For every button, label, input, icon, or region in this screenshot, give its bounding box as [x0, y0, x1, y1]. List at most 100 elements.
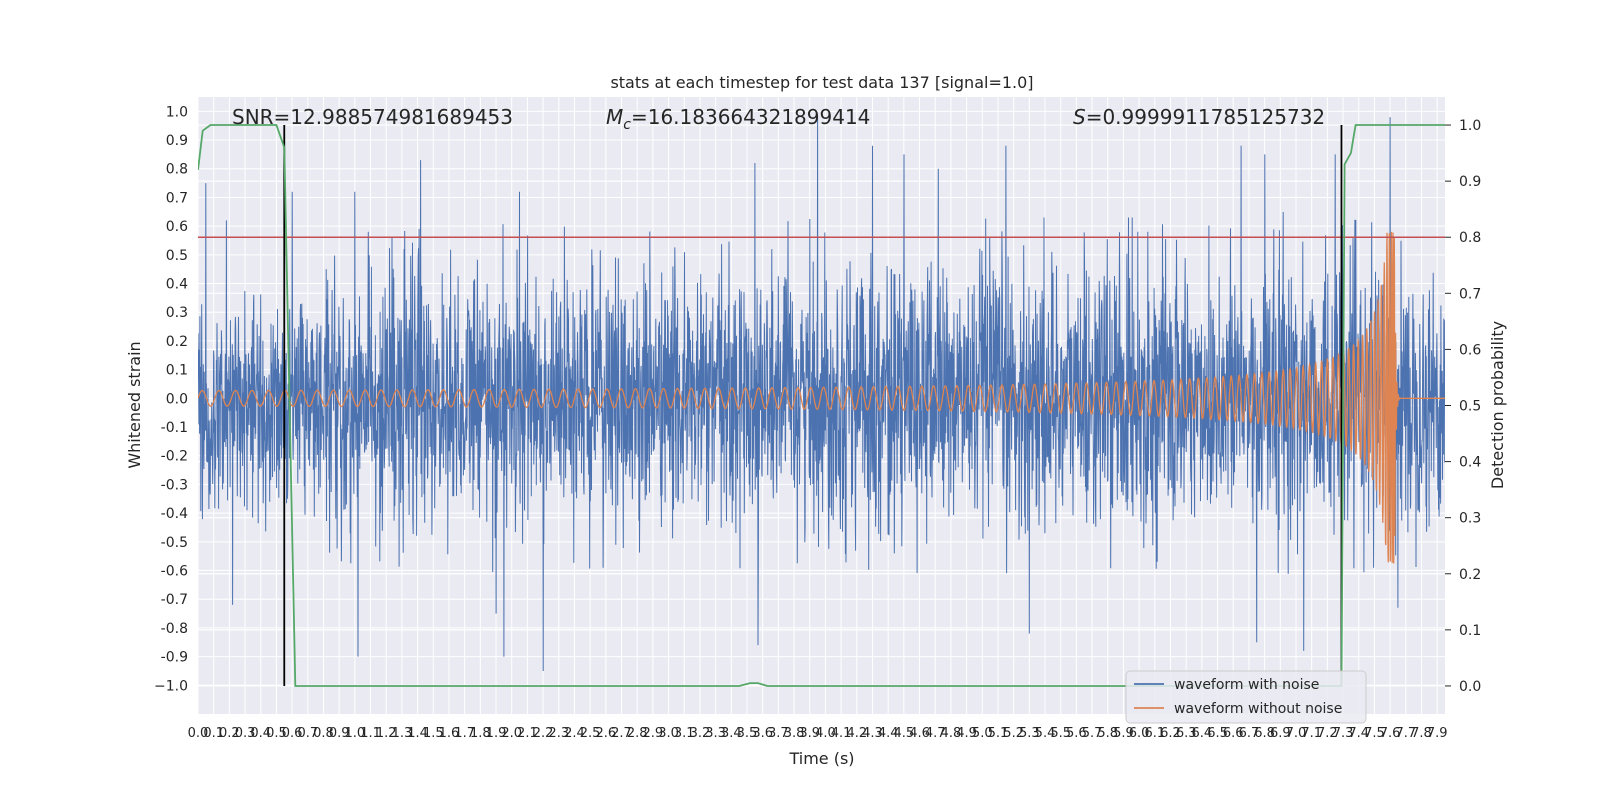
x-tick-label: 7.4: [1348, 726, 1369, 741]
y-axis-label-left: Whitened strain: [125, 341, 144, 468]
x-tick-label: 3.8: [784, 726, 805, 741]
y-tick-label-left: -0.4: [161, 506, 188, 522]
x-tick-label: 0.0: [188, 726, 209, 741]
annotation-significance-value: =0.9999911785125732: [1086, 105, 1325, 129]
x-tick-label: 2.3: [548, 726, 569, 741]
x-tick-label: 1.8: [470, 726, 491, 741]
x-axis-ticks: 0.00.10.20.30.40.50.60.70.80.91.01.11.21…: [188, 726, 1448, 741]
x-tick-label: 4.7: [925, 726, 946, 741]
x-tick-label: 5.7: [1082, 726, 1103, 741]
x-tick-label: 1.6: [439, 726, 460, 741]
x-tick-label: 5.6: [1066, 726, 1087, 741]
x-tick-label: 0.9: [329, 726, 350, 741]
legend-label-waveform-without-noise: waveform without noise: [1174, 701, 1342, 717]
y-tick-label-left: -0.6: [161, 564, 188, 580]
x-tick-label: 4.4: [878, 726, 899, 741]
y-tick-label-right: 0.4: [1459, 455, 1481, 471]
x-tick-label: 6.0: [1129, 726, 1150, 741]
x-tick-label: 5.8: [1097, 726, 1118, 741]
x-tick-label: 4.1: [831, 726, 852, 741]
x-tick-label: 2.5: [580, 726, 601, 741]
y-tick-label-left: 0.4: [166, 277, 188, 293]
x-tick-label: 0.4: [250, 726, 271, 741]
x-tick-label: 4.8: [941, 726, 962, 741]
x-tick-label: 3.9: [799, 726, 820, 741]
x-tick-label: 0.7: [297, 726, 318, 741]
y-tick-label-right: 0.7: [1459, 286, 1481, 302]
x-tick-label: 7.2: [1317, 726, 1338, 741]
x-tick-label: 3.7: [768, 726, 789, 741]
x-tick-label: 3.6: [752, 726, 773, 741]
y-tick-label-left: 0.8: [166, 162, 188, 178]
x-axis-label: Time (s): [788, 749, 854, 768]
x-tick-label: 2.9: [643, 726, 664, 741]
x-tick-label: 2.2: [533, 726, 554, 741]
x-tick-label: 4.0: [815, 726, 836, 741]
y-tick-label-right: 0.6: [1459, 342, 1481, 358]
x-tick-label: 4.6: [909, 726, 930, 741]
x-tick-label: 1.0: [345, 726, 366, 741]
x-tick-label: 2.1: [517, 726, 538, 741]
x-tick-label: 5.9: [1113, 726, 1134, 741]
x-tick-label: 0.6: [282, 726, 303, 741]
x-tick-label: 5.5: [1050, 726, 1071, 741]
series-line-waveform-without-noise: [198, 231, 1445, 564]
legend-box: [1125, 670, 1367, 724]
x-tick-label: 3.3: [705, 726, 726, 741]
y-tick-label-left: 0.1: [166, 363, 188, 379]
x-tick-label: 2.8: [627, 726, 648, 741]
x-tick-label: 0.5: [266, 726, 287, 741]
y-tick-label-left: -0.2: [161, 449, 188, 465]
y-tick-label-left: −1.0: [154, 678, 188, 694]
x-tick-label: 2.0: [501, 726, 522, 741]
chart-title: stats at each timestep for test data 137…: [610, 73, 1033, 92]
y-tick-label-left: 0.0: [166, 391, 188, 407]
x-tick-label: 2.6: [595, 726, 616, 741]
annotation-chirp-mass-value: =16.183664321899414: [631, 105, 870, 129]
annotation-significance-symbol: S: [1073, 105, 1086, 129]
x-tick-label: 3.5: [737, 726, 758, 741]
x-tick-label: 4.2: [846, 726, 867, 741]
x-tick-label: 7.0: [1286, 726, 1307, 741]
y-tick-label-left: 0.5: [166, 248, 188, 264]
y-tick-label-left: -0.7: [161, 592, 188, 608]
x-tick-label: 6.4: [1192, 726, 1213, 741]
x-tick-label: 1.9: [486, 726, 507, 741]
x-tick-label: 3.1: [674, 726, 695, 741]
series-line-detection-probability: [198, 124, 1445, 687]
x-tick-label: 5.3: [1019, 726, 1040, 741]
annotation-snr: SNR=12.988574981689453: [232, 105, 513, 129]
y-tick-label-left: -0.8: [161, 621, 188, 637]
y-tick-label-right: 0.9: [1459, 174, 1481, 190]
y-tick-label-right: 1.0: [1459, 118, 1481, 134]
y-tick-label-left: 0.6: [166, 219, 188, 235]
x-tick-label: 6.7: [1239, 726, 1260, 741]
y-tick-label-left: 0.2: [166, 334, 188, 350]
y-axis-right-ticks: 1.0 0.9 0.8 0.7 0.6 0.5 0.4 0.3 0.2 0.1 0.0: [1445, 118, 1481, 695]
x-tick-label: 1.7: [454, 726, 475, 741]
x-tick-label: 5.0: [972, 726, 993, 741]
x-tick-label: 7.6: [1380, 726, 1401, 741]
x-tick-label: 4.9: [956, 726, 977, 741]
x-tick-label: 1.3: [392, 726, 413, 741]
x-tick-label: 1.4: [407, 726, 428, 741]
y-tick-label-left: 0.3: [166, 305, 188, 321]
x-tick-label: 4.3: [862, 726, 883, 741]
x-tick-label: 4.5: [894, 726, 915, 741]
legend-label-waveform-with-noise: waveform with noise: [1174, 677, 1319, 693]
x-tick-label: 7.9: [1427, 726, 1448, 741]
x-tick-label: 7.1: [1301, 726, 1322, 741]
y-tick-label-left: 0.7: [166, 190, 188, 206]
y-tick-label-left: -0.1: [161, 420, 188, 436]
x-tick-label: 0.8: [313, 726, 334, 741]
x-tick-label: 1.2: [376, 726, 397, 741]
y-tick-label-left: -0.5: [161, 535, 188, 551]
x-tick-label: 0.2: [219, 726, 240, 741]
x-tick-label: 7.3: [1333, 726, 1354, 741]
x-tick-label: 1.1: [360, 726, 381, 741]
y-tick-label-right: 0.1: [1459, 623, 1481, 639]
x-tick-label: 3.2: [690, 726, 711, 741]
x-tick-label: 7.8: [1411, 726, 1432, 741]
x-tick-label: 6.1: [1144, 726, 1165, 741]
x-tick-label: 1.5: [423, 726, 444, 741]
